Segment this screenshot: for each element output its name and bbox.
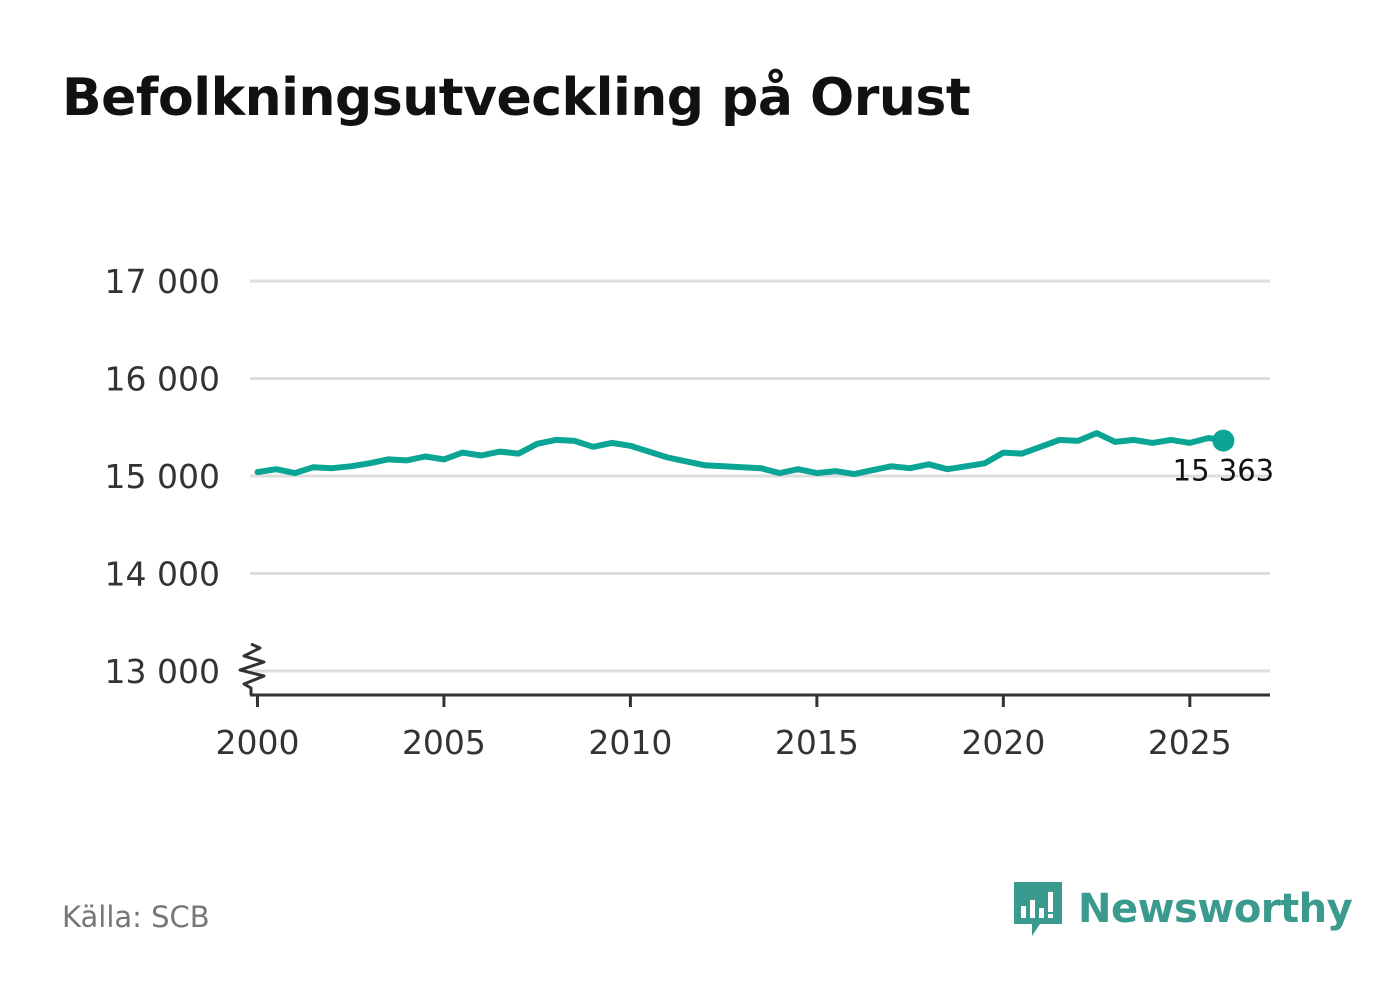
data-labels: 15 363 <box>1173 454 1274 488</box>
gridlines <box>250 279 1270 673</box>
y-tick-label: 15 000 <box>105 457 220 496</box>
source-note: Källa: SCB <box>62 900 210 934</box>
axis-break-icon <box>238 642 266 695</box>
x-tick-label: 2010 <box>588 723 672 762</box>
y-axis-ticks: 17 000 16 000 15 000 14 000 13 000 <box>105 262 220 691</box>
newsworthy-logo-icon <box>1014 882 1062 936</box>
x-tick-label: 2020 <box>961 723 1045 762</box>
brand[interactable]: Newsworthy <box>1012 880 1353 938</box>
y-tick-label: 13 000 <box>105 652 220 691</box>
series-line <box>254 430 1227 478</box>
brand-name: Newsworthy <box>1078 886 1353 932</box>
y-tick-label: 16 000 <box>105 360 220 399</box>
x-tick-label: 2005 <box>402 723 486 762</box>
last-value-label: 15 363 <box>1173 454 1274 488</box>
y-tick-label: 14 000 <box>105 555 220 594</box>
y-tick-label: 17 000 <box>105 262 220 301</box>
x-tick-label: 2025 <box>1148 723 1232 762</box>
x-tick-label: 2015 <box>775 723 859 762</box>
chart-title: Befolkningsutveckling på Orust <box>62 68 971 128</box>
series-group <box>254 429 1235 478</box>
last-point-marker <box>1212 429 1235 452</box>
x-axis: 2000 2005 2010 2015 2020 2025 <box>215 642 1270 762</box>
x-tick-label: 2000 <box>215 723 299 762</box>
